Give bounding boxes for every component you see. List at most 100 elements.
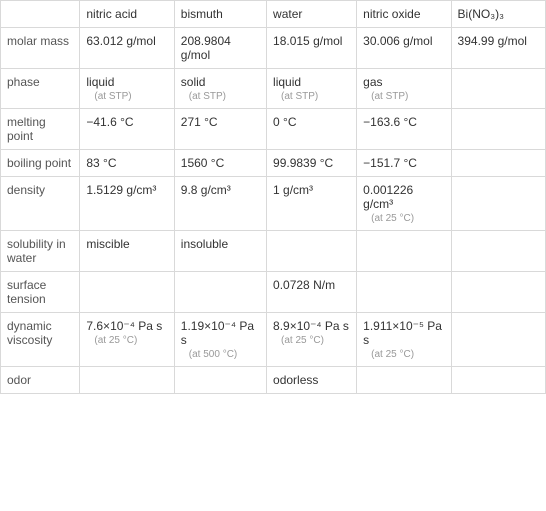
cell-value: 0 °C	[273, 115, 296, 129]
cell: 83 °C	[80, 150, 174, 177]
cell: gas (at STP)	[357, 69, 451, 109]
cell	[267, 231, 357, 272]
cell: 9.8 g/cm³	[174, 177, 266, 231]
cell: 7.6×10⁻⁴ Pa s (at 25 °C)	[80, 313, 174, 367]
cell-value: solid	[181, 75, 206, 89]
cell-value: 1.911×10⁻⁵ Pa s	[363, 319, 442, 347]
cell: odorless	[267, 367, 357, 394]
properties-table: nitric acid bismuth water nitric oxide B…	[0, 0, 546, 394]
cell-value: 1.19×10⁻⁴ Pa s	[181, 319, 254, 347]
cell-value: 0.001226 g/cm³	[363, 183, 413, 211]
cell-subtext: (at STP)	[86, 91, 167, 102]
header-nitric-oxide: nitric oxide	[357, 1, 451, 28]
cell-value: 7.6×10⁻⁴ Pa s	[86, 319, 162, 333]
cell-value: 9.8 g/cm³	[181, 183, 231, 197]
cell: 1.19×10⁻⁴ Pa s (at 500 °C)	[174, 313, 266, 367]
cell-subtext: (at STP)	[273, 91, 350, 102]
cell	[357, 367, 451, 394]
table-row: surface tension 0.0728 N/m	[1, 272, 546, 313]
row-label: dynamic viscosity	[1, 313, 80, 367]
cell-value: 1.5129 g/cm³	[86, 183, 156, 197]
cell: −151.7 °C	[357, 150, 451, 177]
cell: insoluble	[174, 231, 266, 272]
cell-value: −151.7 °C	[363, 156, 417, 170]
table-body: molar mass63.012 g/mol208.9804 g/mol 18.0…	[1, 28, 546, 394]
cell: 0 °C	[267, 109, 357, 150]
cell-subtext: (at 25 °C)	[363, 349, 444, 360]
cell: 99.9839 °C	[267, 150, 357, 177]
table-row: phase liquid (at STP) solid (at STP) liquid (a…	[1, 69, 546, 109]
cell-value: gas	[363, 75, 382, 89]
cell	[357, 231, 451, 272]
cell	[174, 367, 266, 394]
cell-value: miscible	[86, 237, 129, 251]
header-bino33: Bi(NO₃)₃	[451, 1, 545, 28]
row-label: molar mass	[1, 28, 80, 69]
cell-value: 0.0728 N/m	[273, 278, 335, 292]
header-bismuth: bismuth	[174, 1, 266, 28]
cell	[80, 367, 174, 394]
cell-subtext: (at STP)	[181, 91, 260, 102]
cell	[357, 272, 451, 313]
cell-value: 394.99 g/mol	[458, 34, 527, 48]
cell-value: 83 °C	[86, 156, 116, 170]
cell-subtext: (at 25 °C)	[273, 335, 350, 346]
cell-value: odorless	[273, 373, 318, 387]
table-row: odor odorless	[1, 367, 546, 394]
table-row: dynamic viscosity 7.6×10⁻⁴ Pa s (at 25 °C)…	[1, 313, 546, 367]
cell-value: 18.015 g/mol	[273, 34, 342, 48]
cell: −163.6 °C	[357, 109, 451, 150]
table-row: melting point −41.6 °C 271 °C 0 °C −163.6 °C	[1, 109, 546, 150]
cell: 0.001226 g/cm³ (at 25 °C)	[357, 177, 451, 231]
cell-value: 1560 °C	[181, 156, 225, 170]
cell: 8.9×10⁻⁴ Pa s (at 25 °C)	[267, 313, 357, 367]
cell-subtext: (at 25 °C)	[86, 335, 167, 346]
table-row: molar mass63.012 g/mol208.9804 g/mol 18.0…	[1, 28, 546, 69]
table-row: density 1.5129 g/cm³ 9.8 g/cm³ 1 g/cm³ 0.001…	[1, 177, 546, 231]
row-label: melting point	[1, 109, 80, 150]
cell: 208.9804 g/mol	[174, 28, 266, 69]
cell	[451, 231, 545, 272]
cell	[80, 272, 174, 313]
cell-value: liquid	[86, 75, 114, 89]
table-row: solubility in water miscible insoluble	[1, 231, 546, 272]
table-row: boiling point 83 °C 1560 °C 99.9839 °C −151.…	[1, 150, 546, 177]
cell-subtext: (at 500 °C)	[181, 349, 260, 360]
cell: liquid (at STP)	[80, 69, 174, 109]
cell	[451, 109, 545, 150]
cell: solid (at STP)	[174, 69, 266, 109]
header-water: water	[267, 1, 357, 28]
cell: miscible	[80, 231, 174, 272]
cell-value: 30.006 g/mol	[363, 34, 432, 48]
cell-subtext: (at 25 °C)	[363, 213, 444, 224]
cell: 0.0728 N/m	[267, 272, 357, 313]
cell: 1 g/cm³	[267, 177, 357, 231]
cell-subtext: (at STP)	[363, 91, 444, 102]
row-label: odor	[1, 367, 80, 394]
cell-value: −41.6 °C	[86, 115, 133, 129]
cell-value: 1 g/cm³	[273, 183, 313, 197]
header-nitric-acid: nitric acid	[80, 1, 174, 28]
cell	[451, 150, 545, 177]
cell-value: insoluble	[181, 237, 228, 251]
cell	[451, 367, 545, 394]
header-blank	[1, 1, 80, 28]
row-label: surface tension	[1, 272, 80, 313]
cell: 63.012 g/mol	[80, 28, 174, 69]
cell-value: 271 °C	[181, 115, 218, 129]
cell-value: 8.9×10⁻⁴ Pa s	[273, 319, 349, 333]
row-label: phase	[1, 69, 80, 109]
cell: 394.99 g/mol	[451, 28, 545, 69]
cell: 30.006 g/mol	[357, 28, 451, 69]
row-label: boiling point	[1, 150, 80, 177]
cell-value: −163.6 °C	[363, 115, 417, 129]
row-label: solubility in water	[1, 231, 80, 272]
header-row: nitric acid bismuth water nitric oxide B…	[1, 1, 546, 28]
row-label: density	[1, 177, 80, 231]
cell-value: 208.9804 g/mol	[181, 34, 231, 62]
cell: −41.6 °C	[80, 109, 174, 150]
cell: 18.015 g/mol	[267, 28, 357, 69]
cell	[451, 313, 545, 367]
cell	[451, 177, 545, 231]
cell-value: liquid	[273, 75, 301, 89]
